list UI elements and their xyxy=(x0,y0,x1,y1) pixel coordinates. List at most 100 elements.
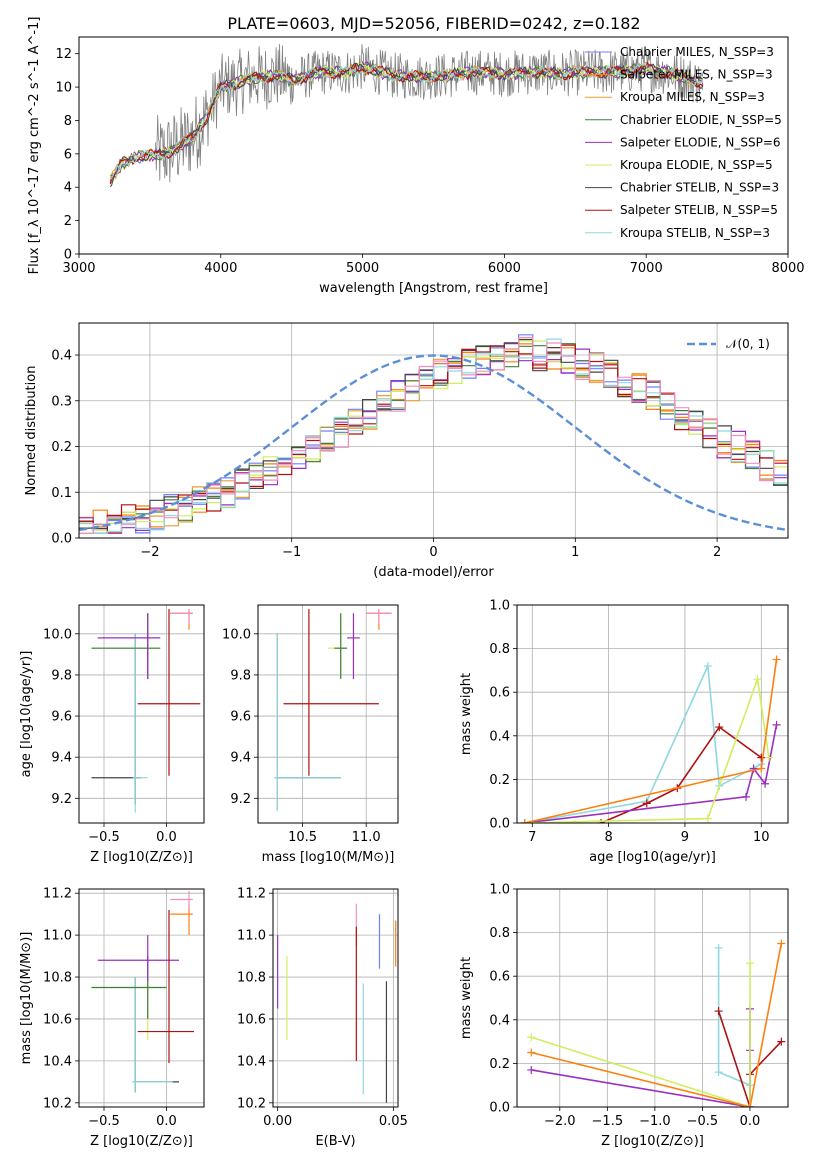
mass-weight-line xyxy=(531,943,783,1107)
mass-weight-marker xyxy=(777,939,786,948)
legend-label: Salpeter STELIB, N_SSP=5 xyxy=(620,203,778,217)
histogram-step-line xyxy=(79,338,788,529)
y-tick-label: 9.6 xyxy=(51,710,72,725)
mass-weight-marker xyxy=(745,1103,754,1107)
mass-weight-marker xyxy=(714,1068,723,1077)
x-tick-label: −2 xyxy=(140,545,159,560)
y-tick-label: 10.6 xyxy=(237,1012,266,1027)
residual-histogram-panel: −2 −1 0 1 2 0.0 0.1 0.2 0.3 0.4 (data-model)/error… xyxy=(24,322,789,580)
y-tick-label: 10 xyxy=(55,81,72,96)
y-axis-label: mass weight xyxy=(459,673,474,755)
histogram-step-line xyxy=(79,336,788,534)
y-tick-label: 9.2 xyxy=(230,792,251,807)
x-axis-label: mass [log10(M/M⊙)] xyxy=(262,850,395,865)
x-tick-label: −0.5 xyxy=(687,1114,719,1129)
y-tick-label: 10.8 xyxy=(237,971,266,986)
y-tick-label: 0.4 xyxy=(51,349,72,364)
histogram-step-line xyxy=(79,338,788,534)
y-tick-label: 1.0 xyxy=(489,883,510,898)
x-axis-label: Z [log10(Z/Z⊙)] xyxy=(601,1134,704,1149)
y-axis-label: mass weight xyxy=(459,957,474,1039)
mass-weight-marker xyxy=(703,662,712,671)
histogram-step-line xyxy=(79,344,788,534)
plot-area xyxy=(79,605,204,823)
y-tick-label: 0.3 xyxy=(51,394,72,409)
x-tick-label: 10.5 xyxy=(288,830,317,845)
y-tick-label: 2 xyxy=(64,214,72,229)
y-tick-label: 9.8 xyxy=(230,668,251,683)
x-tick-label: 0.0 xyxy=(156,830,177,845)
mass-weight-marker xyxy=(520,819,529,823)
mass-weight-marker xyxy=(757,764,766,773)
x-tick-label: −1.5 xyxy=(592,1114,624,1129)
mass-weight-marker xyxy=(527,1033,536,1042)
histogram-step-line xyxy=(79,343,788,534)
axes-frame xyxy=(257,604,399,824)
x-axis-label: wavelength [Angstrom, rest frame] xyxy=(319,281,548,296)
plot-area xyxy=(258,605,398,823)
mass-weight-marker xyxy=(772,655,781,664)
y-tick-label: 0.8 xyxy=(489,642,510,657)
plot-area xyxy=(517,605,788,823)
legend-label: Kroupa STELIB, N_SSP=3 xyxy=(620,226,770,240)
x-tick-label: 0.00 xyxy=(263,1114,292,1129)
x-tick-label: −2.0 xyxy=(544,1114,576,1129)
x-tick-label: 8000 xyxy=(771,261,804,276)
axes-frame xyxy=(272,888,399,1108)
x-tick-label: 1 xyxy=(571,545,579,560)
y-tick-label: 0.0 xyxy=(489,817,510,832)
normal-distribution-curve xyxy=(79,354,788,532)
mass-weight-vs-age-panel: 7 8 9 10 0.0 0.2 0.4 0.6 0.8 1.0 age [log10(age/yr… xyxy=(459,599,789,865)
legend-label: Chabrier STELIB, N_SSP=3 xyxy=(620,181,779,195)
x-axis-label: Z [log10(Z/Z⊙)] xyxy=(90,1134,193,1149)
y-tick-label: 10.0 xyxy=(43,627,72,642)
y-tick-label: 6 xyxy=(64,147,72,162)
axes-frame xyxy=(516,888,789,1108)
y-tick-label: 11.0 xyxy=(43,929,72,944)
mass-weight-line xyxy=(531,963,751,1107)
x-tick-label: 7 xyxy=(528,830,536,845)
plot-area xyxy=(517,889,788,1107)
legend-label: Chabrier MILES, N_SSP=3 xyxy=(620,45,774,59)
y-tick-label: 1.0 xyxy=(489,599,510,614)
y-tick-label: 10.2 xyxy=(237,1096,266,1111)
mass-weight-marker xyxy=(527,1065,536,1074)
axes-frame xyxy=(78,322,789,539)
mass-weight-vs-metallicity-panel: −2.0 −1.5 −1.0 −0.5 0.0 0.0 0.2 0.4 0.6 0.8 1.0 Z [… xyxy=(459,883,789,1149)
histogram-step-line xyxy=(79,343,788,526)
histogram-step-line xyxy=(79,343,788,534)
x-axis-label: Z [log10(Z/Z⊙)] xyxy=(90,850,193,865)
y-tick-label: 0.6 xyxy=(489,970,510,985)
figure-title: PLATE=0603, MJD=52056, FIBERID=0242, z=0… xyxy=(227,14,640,33)
legend-label: Chabrier ELODIE, N_SSP=5 xyxy=(620,113,782,127)
plot-area xyxy=(79,889,204,1107)
salpeter-miles-model-line xyxy=(109,61,704,183)
age-vs-mass-panel: 10.5 11.0 9.2 9.4 9.6 9.8 10.0 mass [log10(M/M⊙… xyxy=(222,604,399,865)
mass-weight-marker xyxy=(715,723,724,732)
mass-weight-marker xyxy=(714,1007,723,1016)
x-axis-label: age [log10(age/yr)] xyxy=(589,850,716,865)
mass-weight-marker xyxy=(772,720,781,729)
x-tick-label: −0.5 xyxy=(88,830,120,845)
y-tick-label: 9.6 xyxy=(230,710,251,725)
mass-weight-marker xyxy=(527,1048,536,1057)
mass-weight-marker xyxy=(596,819,605,823)
legend-label: Salpeter ELODIE, N_SSP=6 xyxy=(620,135,781,149)
histogram-step-line xyxy=(79,340,788,534)
mass-weight-marker xyxy=(761,779,770,788)
y-tick-label: 10.2 xyxy=(43,1096,72,1111)
axes-frame xyxy=(78,604,205,824)
plot-area xyxy=(79,323,788,538)
x-tick-label: 3000 xyxy=(62,261,95,276)
mass-weight-marker xyxy=(745,959,754,968)
x-tick-label: 0 xyxy=(429,545,437,560)
x-axis-label: E(B-V) xyxy=(315,1134,355,1149)
x-tick-label: −0.5 xyxy=(88,1114,120,1129)
y-axis-label: mass [log10(M/M⊙)] xyxy=(19,932,34,1065)
mass-vs-extinction-panel: 0.00 0.05 10.2 10.4 10.6 10.8 11.0 11.2 E(B-V) xyxy=(237,887,408,1149)
y-tick-label: 0.6 xyxy=(489,686,510,701)
y-axis-label: Flux [f_λ 10^-17 erg cm^-2 s^-1 A^-1] xyxy=(27,17,42,275)
x-tick-label: 0.0 xyxy=(156,1114,177,1129)
y-axis-label: age [log10(age/yr)] xyxy=(19,651,34,778)
spectrum-panel: 3000 4000 5000 6000 7000 8000 0 2 4 6 8 10 12 wavelen… xyxy=(27,17,805,296)
